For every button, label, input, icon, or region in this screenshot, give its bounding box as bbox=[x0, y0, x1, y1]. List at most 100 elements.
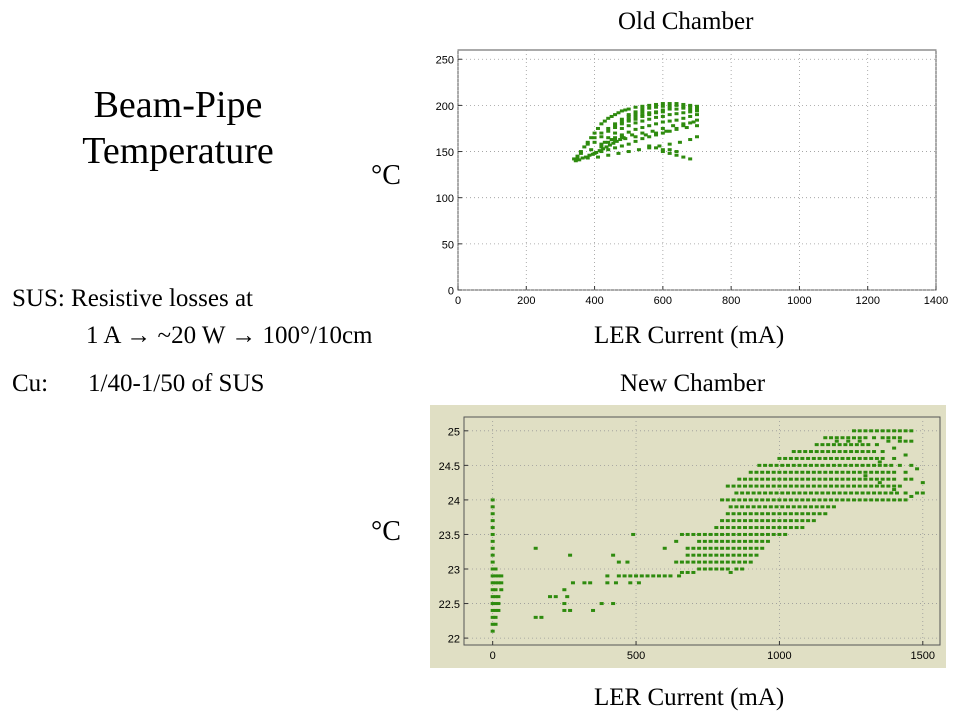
data-point bbox=[662, 574, 667, 578]
data-point bbox=[806, 498, 811, 502]
data-point bbox=[647, 111, 652, 115]
data-point bbox=[777, 519, 782, 523]
data-point bbox=[684, 126, 689, 130]
data-point bbox=[660, 108, 665, 112]
data-point bbox=[640, 126, 645, 130]
data-point bbox=[568, 608, 573, 612]
data-point bbox=[697, 553, 702, 557]
data-point bbox=[725, 498, 730, 502]
data-point bbox=[851, 436, 856, 440]
x-tick-label: 500 bbox=[627, 650, 645, 662]
y-tick-label: 24.5 bbox=[439, 461, 460, 473]
data-point bbox=[493, 595, 498, 599]
data-point bbox=[714, 532, 719, 536]
data-point bbox=[493, 581, 498, 585]
data-point bbox=[660, 102, 665, 106]
data-point bbox=[760, 484, 765, 488]
data-point bbox=[605, 574, 610, 578]
data-point bbox=[903, 498, 908, 502]
data-point bbox=[886, 498, 891, 502]
data-point bbox=[765, 512, 770, 516]
data-point bbox=[743, 553, 748, 557]
y-tick-label: 100 bbox=[436, 193, 454, 205]
data-point bbox=[589, 148, 594, 152]
data-point bbox=[794, 498, 799, 502]
data-point bbox=[863, 474, 868, 478]
data-point bbox=[754, 553, 759, 557]
data-point bbox=[748, 532, 753, 536]
data-point bbox=[909, 494, 914, 498]
data-point bbox=[681, 102, 686, 106]
data-point bbox=[490, 519, 495, 523]
data-point bbox=[760, 519, 765, 523]
data-point bbox=[584, 155, 589, 159]
data-point bbox=[695, 109, 699, 113]
data-point bbox=[667, 113, 672, 117]
data-point bbox=[654, 102, 659, 106]
data-point bbox=[794, 526, 799, 530]
data-point bbox=[788, 498, 793, 502]
data-point bbox=[771, 470, 776, 474]
data-point bbox=[592, 140, 597, 144]
data-point bbox=[621, 136, 626, 140]
data-point bbox=[568, 553, 573, 557]
data-point bbox=[606, 136, 611, 140]
data-point bbox=[794, 477, 799, 481]
data-point bbox=[874, 429, 879, 433]
data-point bbox=[800, 519, 805, 523]
data-point bbox=[602, 119, 607, 123]
data-point bbox=[634, 574, 639, 578]
data-point bbox=[800, 470, 805, 474]
data-point bbox=[490, 526, 495, 530]
data-point bbox=[737, 560, 742, 564]
data-point bbox=[737, 519, 742, 523]
data-point bbox=[803, 450, 808, 454]
data-point bbox=[490, 581, 495, 585]
data-point bbox=[720, 560, 725, 564]
data-point bbox=[616, 560, 621, 564]
data-point bbox=[743, 560, 748, 564]
data-point bbox=[820, 463, 825, 467]
slide-title-line2: Temperature bbox=[82, 130, 274, 172]
data-point bbox=[754, 484, 759, 488]
data-point bbox=[897, 439, 902, 443]
data-point bbox=[806, 477, 811, 481]
data-point bbox=[691, 546, 696, 550]
old-chamber-title: Old Chamber bbox=[618, 8, 754, 35]
data-point bbox=[849, 491, 854, 495]
data-point bbox=[731, 484, 736, 488]
data-point bbox=[783, 456, 788, 460]
data-point bbox=[647, 124, 652, 128]
data-point bbox=[823, 436, 828, 440]
data-point bbox=[740, 491, 745, 495]
data-point bbox=[740, 505, 745, 509]
data-point bbox=[777, 532, 782, 536]
data-point bbox=[817, 456, 822, 460]
data-point bbox=[892, 498, 897, 502]
data-point bbox=[886, 436, 891, 440]
data-point bbox=[760, 470, 765, 474]
data-point bbox=[754, 512, 759, 516]
data-point bbox=[829, 436, 834, 440]
data-point bbox=[702, 539, 707, 543]
data-point bbox=[846, 439, 851, 443]
data-point bbox=[591, 608, 596, 612]
data-point bbox=[580, 156, 585, 160]
data-point bbox=[674, 102, 679, 106]
data-point bbox=[611, 553, 616, 557]
data-point bbox=[783, 532, 788, 536]
data-point bbox=[647, 144, 652, 148]
data-point bbox=[656, 574, 661, 578]
data-point bbox=[660, 110, 665, 114]
data-point bbox=[857, 429, 862, 433]
data-point bbox=[777, 498, 782, 502]
data-point bbox=[820, 491, 825, 495]
data-point bbox=[831, 443, 836, 447]
data-point bbox=[667, 119, 672, 123]
data-point bbox=[823, 512, 828, 516]
data-point bbox=[613, 146, 618, 150]
data-point bbox=[679, 570, 684, 574]
data-point bbox=[493, 588, 498, 592]
data-point bbox=[800, 456, 805, 460]
data-point bbox=[788, 477, 793, 481]
